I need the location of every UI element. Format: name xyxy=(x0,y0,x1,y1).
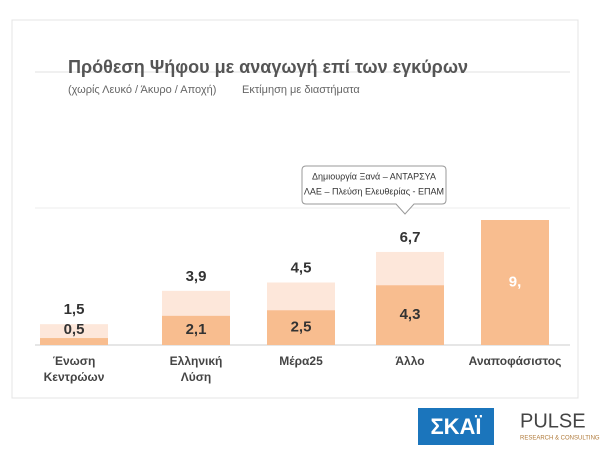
callout: Δημιουργία Ξανά – ΑΝΤΑΡΣΥΑ ΛΑΕ – Πλεύση … xyxy=(301,165,447,215)
subtitle: (χωρίς Λευκό / Άκυρο / Αποχή) xyxy=(68,84,216,96)
upper-label: 3,9 xyxy=(186,268,207,285)
lower-label: 2,1 xyxy=(186,321,207,338)
bar xyxy=(376,285,444,345)
lower-label: 0,5 xyxy=(64,321,85,338)
skai-logo-text: ΣΚΑΪ xyxy=(430,414,482,439)
chart-title: Πρόθεση Ψήφου με αναγωγή επί των εγκύρων xyxy=(68,57,468,77)
bar xyxy=(40,338,108,345)
callout-line: ΛΑΕ – Πλεύση Ελευθερίας - ΕΠΑΜ xyxy=(304,186,444,196)
pulse-logo-text: PULSE xyxy=(520,410,586,432)
upper-label: 4,5 xyxy=(291,259,312,276)
bar xyxy=(267,310,335,345)
bar xyxy=(481,220,549,345)
upper-label: 1,5 xyxy=(64,301,85,318)
skai-logo xyxy=(418,408,494,445)
callout-line: Δημιουργία Ξανά – ΑΝΤΑΡΣΥΑ xyxy=(312,171,436,181)
x-tick-label: Αναποφάσιστος xyxy=(469,354,562,368)
lower-label: 2,5 xyxy=(291,319,312,336)
x-tick-label: Μέρα25 xyxy=(279,354,323,368)
upper-label: 6,7 xyxy=(400,229,421,246)
bar xyxy=(162,315,230,345)
callout-box xyxy=(301,165,447,215)
pulse-tagline: RESEARCH & CONSULTING xyxy=(520,436,600,442)
lower-label: 9, xyxy=(509,273,522,290)
note: Εκτίμηση με διαστήματα xyxy=(242,84,360,96)
x-tick-label: Ελληνική Λύση xyxy=(170,354,223,384)
x-tick-label: Ένωση Κεντρώων xyxy=(44,354,105,384)
lower-label: 4,3 xyxy=(400,306,421,323)
x-tick-label: Άλλο xyxy=(395,354,424,368)
